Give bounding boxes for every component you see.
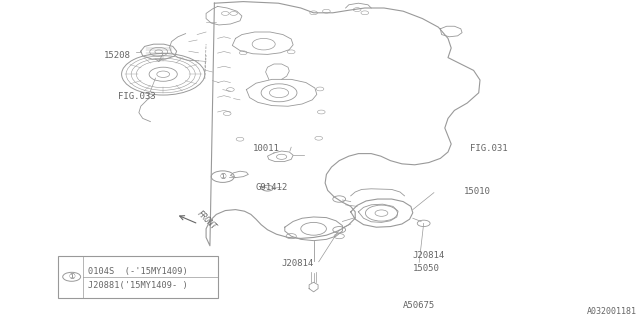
Text: J20881('15MY1409- ): J20881('15MY1409- ) [88,281,188,290]
Text: 10011: 10011 [253,144,280,153]
Text: 15050: 15050 [413,264,440,273]
Text: J20814: J20814 [413,252,445,260]
Text: FIG.033: FIG.033 [118,92,156,100]
Text: A032001181: A032001181 [587,308,637,316]
Text: A50675: A50675 [403,301,435,310]
Text: 0104S  (-'15MY1409): 0104S (-'15MY1409) [88,267,188,276]
Text: ①: ① [220,172,226,181]
Text: 15208: 15208 [104,51,131,60]
Text: ①: ① [68,272,75,281]
Text: J20814: J20814 [282,260,314,268]
Bar [58,256,218,298]
Text: FIG.031: FIG.031 [470,144,508,153]
Text: G91412: G91412 [256,183,288,192]
Text: 15010: 15010 [464,188,491,196]
Text: FRONT: FRONT [195,210,218,232]
